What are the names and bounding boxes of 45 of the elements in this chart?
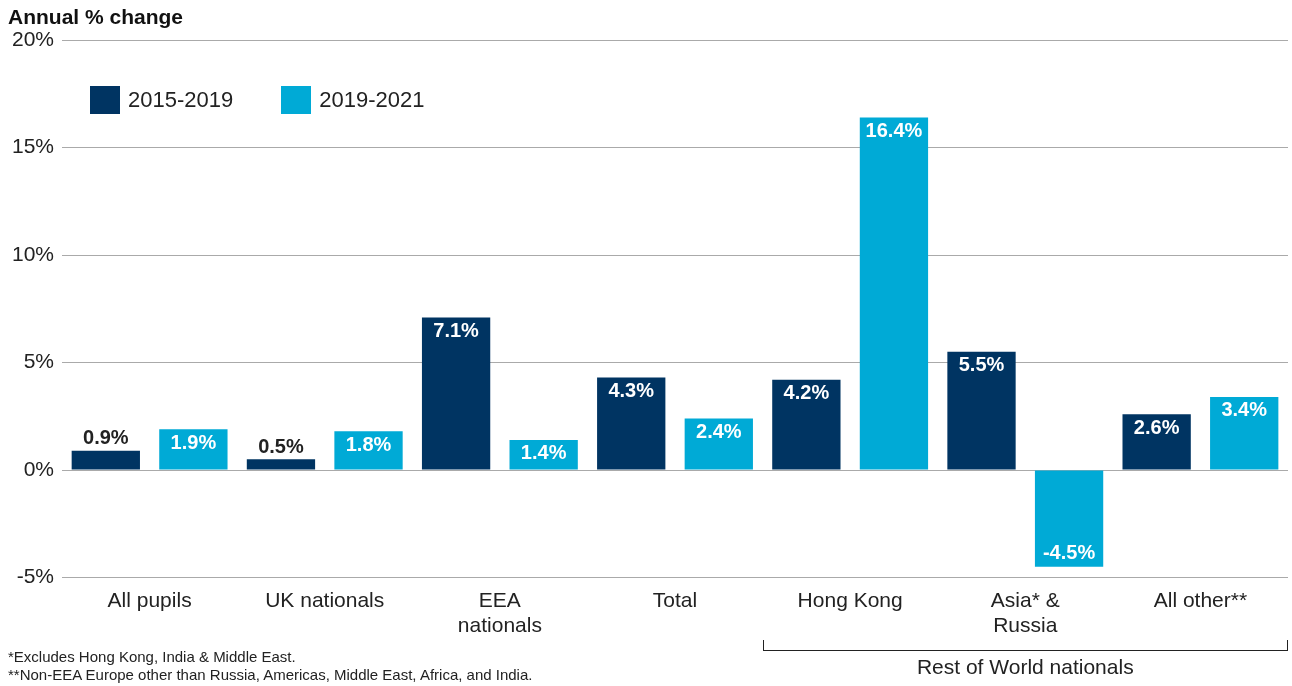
data-label: 2.6% — [1133, 415, 1180, 438]
x-tick-label: EEA nationals — [457, 588, 542, 637]
bar — [71, 450, 140, 470]
text: *Excludes Hong Kong, India & Middle East. — [8, 648, 297, 666]
bar — [246, 459, 316, 470]
y-axis-title: Annual % change — [8, 5, 184, 29]
data-label: 4.2% — [783, 381, 830, 404]
bar — [1210, 396, 1279, 470]
data-label: 3.4% — [1221, 398, 1268, 421]
data-label: -4.5% — [1042, 541, 1096, 564]
data-label: 16.4% — [865, 118, 923, 141]
data-label: 2.4% — [696, 419, 742, 442]
text: Rest of World nationals — [915, 655, 1135, 679]
data-label: 5.5% — [958, 353, 1005, 376]
bar — [159, 429, 228, 470]
legend-label: 2015-2019 — [128, 87, 234, 113]
bar — [684, 418, 753, 470]
bar — [421, 317, 491, 470]
bar — [1122, 414, 1191, 470]
bar — [772, 379, 841, 470]
data-label: 1.9% — [170, 430, 217, 453]
y-tick-label: 10% — [12, 241, 55, 265]
x-tick-label: All pupils — [107, 588, 192, 611]
bar — [947, 351, 1016, 470]
bar — [859, 117, 929, 470]
bar — [597, 377, 666, 470]
x-tick-label: Asia* & Russia — [990, 588, 1060, 637]
data-label: 1.4% — [520, 441, 567, 464]
x-tick-label: Hong Kong — [797, 588, 903, 611]
data-label: 0.5% — [258, 434, 304, 457]
x-tick-label: All other** — [1153, 588, 1248, 611]
y-tick-label: 15% — [12, 134, 55, 158]
y-tick-label: 20% — [12, 26, 55, 50]
legend-label: 2019-2021 — [319, 87, 425, 113]
text: **Non-EEA Europe other than Russia, Americas, Middle East, Africa, and India. — [8, 666, 533, 684]
bar — [1034, 470, 1104, 567]
data-label: 1.8% — [345, 432, 392, 455]
x-tick-label: Total — [652, 588, 698, 611]
x-tick-label: UK nationals — [265, 588, 385, 611]
data-label: 4.3% — [608, 379, 655, 402]
y-tick-label: 0% — [23, 456, 55, 480]
y-tick-label: 5% — [23, 349, 55, 373]
data-label: 7.1% — [433, 318, 480, 341]
y-tick-label: -5% — [16, 564, 55, 588]
data-label: 0.9% — [83, 426, 129, 449]
